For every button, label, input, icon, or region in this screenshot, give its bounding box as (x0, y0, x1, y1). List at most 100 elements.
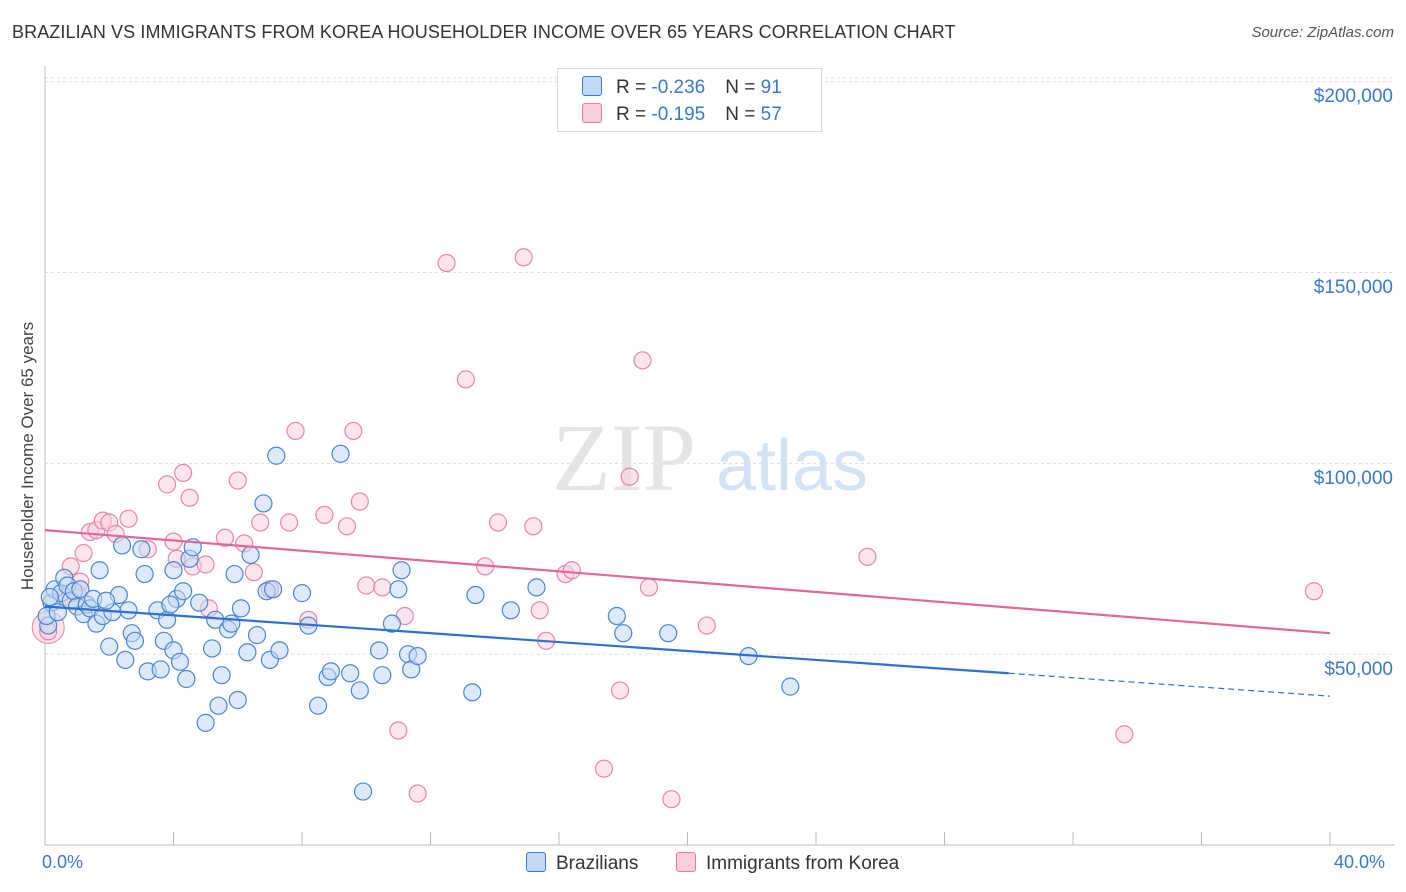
korea-point (1304, 582, 1324, 601)
korea-point (639, 578, 659, 597)
brazilians-point (614, 624, 633, 643)
brazilians-point (132, 540, 151, 559)
axes (44, 66, 1395, 846)
korea-point (594, 759, 614, 778)
brazilians-point (174, 582, 193, 601)
brazilians-point (100, 637, 119, 656)
y-tick-label: $50,000 (1324, 659, 1393, 680)
brazilians-point (40, 587, 59, 607)
korea-point (337, 517, 357, 536)
brazilians-point (270, 641, 289, 660)
brazilians-point (196, 713, 215, 732)
brazilians-point (267, 446, 286, 465)
korea-point (620, 467, 639, 486)
x-tick-label-max: 40.0% (1334, 852, 1386, 872)
korea-point (514, 248, 533, 267)
y-tick-label: $150,000 (1313, 277, 1393, 298)
legend-n-value: 91 (760, 77, 782, 98)
korea-point (562, 561, 581, 580)
legend-n-label: N = (725, 104, 761, 125)
y-axis-title: Householder Income Over 65 years (18, 321, 37, 591)
korea-point (174, 463, 193, 483)
korea-point (524, 517, 543, 536)
legend-n-value: 57 (760, 104, 782, 125)
korea-point (251, 513, 270, 532)
bottom-legend-korea: Immigrants from Korea (676, 852, 899, 875)
brazilians-point (781, 677, 800, 696)
brazilians-point (463, 683, 482, 702)
korea-point (858, 547, 877, 566)
brazilians-point (231, 599, 251, 618)
korea-point (662, 790, 681, 809)
korea-trend-line (44, 529, 1331, 635)
legend-r-label: R = (616, 77, 652, 98)
brazilians-point (254, 494, 273, 513)
korea-point (280, 513, 299, 532)
brazilians-point (527, 578, 546, 597)
brazilians-trend-line (44, 605, 1009, 675)
brazilians-point (202, 639, 222, 658)
brazilians-point (263, 580, 283, 599)
brazilians-point (466, 585, 485, 605)
korea-point (488, 513, 508, 532)
brazilians-point (96, 591, 116, 610)
brazilians-point (373, 666, 392, 685)
korea-point (697, 616, 716, 635)
legend-r-value: -0.195 (651, 104, 706, 125)
brazilians-point (341, 664, 360, 683)
brazilians-point (90, 561, 109, 580)
series-brazilians-points (37, 444, 800, 801)
watermark-zip: ZIP (552, 404, 696, 511)
brazilians-point (151, 660, 170, 679)
watermark: ZIP atlas (552, 404, 868, 511)
brazilians-point (177, 669, 196, 689)
brazilians-point (119, 601, 138, 620)
korea-point (244, 563, 263, 582)
y-tick-label: $200,000 (1313, 86, 1393, 107)
brazilians-point (331, 444, 350, 463)
brazilians-point (238, 643, 257, 662)
bottom-legend-brazilians: Brazilians (526, 852, 638, 875)
brazilians-point (392, 561, 411, 580)
brazilians-point (353, 782, 373, 801)
correlation-legend: R = -0.236 N = 91 R = -0.195 N = 57 (557, 68, 822, 132)
brazilians-trend-extension (1008, 672, 1331, 697)
korea-point (196, 555, 215, 574)
korea-point (530, 601, 549, 620)
brazilians-point (241, 545, 260, 565)
korea-point (180, 488, 199, 507)
korea-point (215, 528, 234, 547)
legend-swatch-blue (582, 76, 602, 96)
series-korea-points (31, 248, 1324, 809)
brazilians-point (228, 690, 247, 710)
brazilians-point (212, 666, 231, 685)
korea-point (74, 543, 93, 563)
korea-point (437, 253, 456, 273)
chart-title: BRAZILIAN VS IMMIGRANTS FROM KOREA HOUSE… (12, 22, 956, 42)
korea-point (373, 578, 392, 597)
legend-row-korea: R = -0.195 N = 57 (582, 103, 782, 126)
brazilians-point (135, 564, 154, 584)
bottom-legend-swatch-pink (676, 852, 696, 872)
brazilians-point (170, 652, 190, 671)
brazilians-point (389, 580, 408, 599)
brazilians-point (659, 624, 678, 643)
legend-row-brazilians: R = -0.236 N = 91 (582, 76, 782, 99)
korea-point (610, 681, 630, 700)
brazilians-point (161, 595, 180, 614)
bottom-legend-label: Brazilians (556, 853, 639, 874)
korea-point (228, 471, 247, 490)
brazilians-point (292, 584, 312, 603)
brazilians-point (501, 601, 520, 620)
brazilians-point (209, 696, 228, 715)
korea-point (119, 509, 138, 528)
legend-n-label: N = (725, 77, 761, 98)
legend-r-label: R = (616, 104, 652, 125)
brazilians-point (350, 681, 369, 700)
legend-r-value: -0.236 (651, 77, 706, 98)
korea-point (633, 351, 652, 370)
brazilians-point (247, 626, 267, 645)
legend-swatch-pink (582, 103, 602, 123)
korea-point (344, 421, 363, 441)
brazilians-point (164, 561, 183, 580)
